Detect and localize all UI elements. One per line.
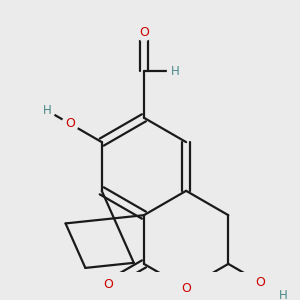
Text: O: O — [255, 276, 265, 289]
Circle shape — [62, 116, 78, 132]
Circle shape — [39, 102, 55, 119]
Circle shape — [167, 63, 184, 80]
Text: O: O — [65, 117, 75, 130]
Text: H: H — [171, 65, 180, 78]
Circle shape — [136, 24, 152, 40]
Circle shape — [100, 277, 116, 293]
Text: H: H — [279, 289, 287, 300]
Text: O: O — [103, 278, 113, 291]
Circle shape — [252, 274, 268, 290]
Text: O: O — [139, 26, 149, 39]
Circle shape — [275, 287, 291, 300]
Text: H: H — [43, 104, 51, 117]
Text: O: O — [181, 282, 191, 295]
Circle shape — [178, 280, 194, 296]
